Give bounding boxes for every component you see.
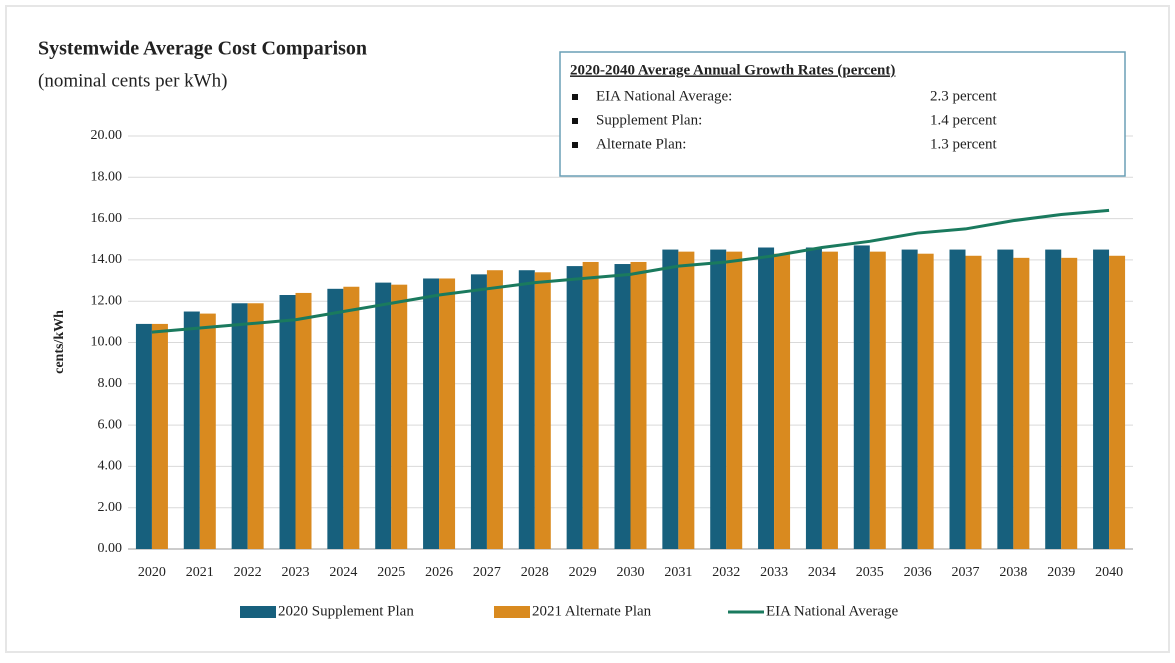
bar [199, 313, 216, 549]
y-axis-label: cents/kWh [52, 310, 67, 374]
bullet [572, 94, 578, 100]
bar [486, 270, 503, 549]
annotation-value: 1.4 percent [930, 112, 997, 128]
x-tick-label: 2024 [329, 565, 357, 580]
bar [391, 284, 408, 549]
legend-label: 2020 Supplement Plan [278, 603, 414, 619]
y-tick-label: 10.00 [91, 335, 123, 350]
x-tick-label: 2031 [664, 565, 692, 580]
x-tick-label: 2033 [760, 565, 788, 580]
chart-subtitle: (nominal cents per kWh) [38, 70, 227, 91]
legend-label: EIA National Average [766, 603, 899, 619]
bar [518, 270, 535, 549]
x-tick-label: 2023 [282, 565, 310, 580]
annotation-value: 2.3 percent [930, 88, 997, 104]
bar [183, 311, 200, 549]
x-tick-label: 2028 [521, 565, 549, 580]
x-tick-label: 2030 [617, 565, 645, 580]
x-tick-label: 2038 [999, 565, 1027, 580]
annotation-value: 1.3 percent [930, 136, 997, 152]
x-tick-label: 2021 [186, 565, 214, 580]
bar [279, 295, 296, 549]
bar [295, 292, 312, 549]
bar [1109, 255, 1126, 549]
y-tick-label: 8.00 [98, 376, 123, 391]
x-tick-label: 2027 [473, 565, 501, 580]
bar [614, 264, 631, 549]
x-tick-label: 2034 [808, 565, 836, 580]
x-tick-label: 2022 [234, 565, 262, 580]
bar [1061, 257, 1078, 549]
y-tick-label: 4.00 [98, 459, 123, 474]
bar [821, 251, 838, 549]
bar [582, 261, 599, 549]
x-tick-label: 2037 [952, 565, 980, 580]
bar [997, 249, 1014, 549]
bar [758, 247, 775, 549]
x-tick-label: 2039 [1047, 565, 1075, 580]
bar [231, 303, 248, 549]
bar [439, 278, 456, 549]
x-tick-label: 2029 [569, 565, 597, 580]
bar [247, 303, 264, 549]
bar [678, 251, 695, 549]
bar [375, 282, 392, 549]
bar [343, 286, 360, 549]
bar [662, 249, 679, 549]
y-tick-label: 18.00 [91, 170, 123, 185]
annotation-label: Supplement Plan: [596, 112, 702, 128]
bar [630, 261, 647, 549]
bar [805, 247, 822, 549]
y-tick-label: 0.00 [98, 541, 123, 556]
legend-swatch [494, 606, 530, 618]
bar [965, 255, 982, 549]
x-tick-label: 2040 [1095, 565, 1123, 580]
bullet [572, 118, 578, 124]
line-series [151, 208, 1110, 334]
x-tick-label: 2026 [425, 565, 453, 580]
bar [1013, 257, 1030, 549]
bar [901, 249, 918, 549]
bar [774, 253, 791, 549]
bar [710, 249, 727, 549]
legend-label: 2021 Alternate Plan [532, 603, 652, 619]
bar [869, 251, 886, 549]
bar [949, 249, 966, 549]
bar [151, 323, 168, 549]
bar [135, 323, 152, 549]
y-tick-label: 2.00 [98, 500, 123, 515]
x-tick-label: 2036 [904, 565, 932, 580]
annotation-title: 2020-2040 Average Annual Growth Rates (p… [570, 62, 895, 78]
x-tick-label: 2032 [712, 565, 740, 580]
chart-title: Systemwide Average Cost Comparison [38, 38, 367, 60]
x-tick-label: 2025 [377, 565, 405, 580]
bar [1045, 249, 1062, 549]
y-tick-label: 16.00 [91, 211, 123, 226]
annotation-label: Alternate Plan: [596, 136, 686, 152]
annotation-box [559, 51, 1126, 177]
bar [726, 251, 743, 549]
y-tick-label: 6.00 [98, 417, 123, 432]
bar [853, 245, 870, 549]
y-tick-label: 20.00 [91, 128, 123, 143]
legend-swatch [240, 606, 276, 618]
bar [534, 272, 551, 549]
bullet [572, 142, 578, 148]
bar [327, 288, 344, 549]
bar [917, 253, 934, 549]
bar [470, 274, 487, 549]
y-tick-label: 14.00 [91, 252, 123, 267]
annotation-label: EIA National Average: [596, 88, 732, 104]
bar [566, 266, 583, 549]
bar [423, 278, 440, 549]
bar [1093, 249, 1110, 549]
x-tick-label: 2035 [856, 565, 884, 580]
x-tick-label: 2020 [138, 565, 166, 580]
y-tick-label: 12.00 [91, 293, 123, 308]
